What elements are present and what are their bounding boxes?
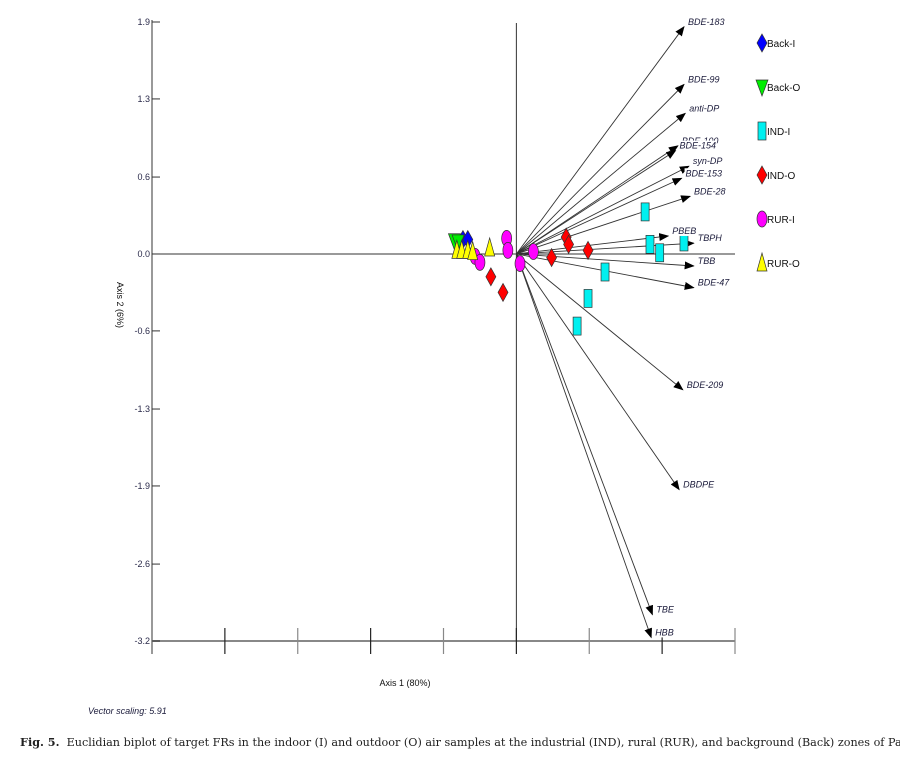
y-axis-title: Axis 2 (6%) (115, 282, 125, 328)
point-ind-i (600, 262, 610, 282)
figure-caption: Fig. 5. Euclidian biplot of target FRs i… (20, 735, 900, 749)
point-rur-i (502, 242, 514, 259)
point-ind-o (582, 240, 594, 261)
caption-text: Euclidian biplot of target FRs in the in… (66, 736, 900, 749)
vector-label-background (696, 277, 730, 288)
vector-label-background (682, 479, 711, 490)
vector-arrow-tbe (515, 253, 653, 616)
vector-label: anti-DP (689, 103, 719, 113)
vector-label: DBDPE (683, 480, 715, 490)
point-ind-o (485, 267, 497, 287)
vector-label: TBE (656, 605, 675, 615)
legend-label: RUR-I (767, 215, 795, 226)
vector-label-background (678, 140, 717, 151)
data-points (447, 202, 689, 336)
legend-marker-rur-i (756, 210, 768, 228)
point-rur-o (467, 240, 479, 260)
vector-label: BDE-153 (686, 168, 723, 178)
vector-arrow-hbb (515, 253, 652, 639)
y-tick-label: -1.3 (134, 404, 150, 414)
vector-label-background (685, 379, 725, 390)
vector-label: TBB (698, 256, 716, 266)
vector-arrow-bde-209 (516, 253, 684, 391)
y-tick-label: -0.6 (134, 326, 150, 336)
y-tick-label: -1.9 (134, 481, 150, 491)
vector-label-background (696, 233, 720, 244)
vector-label: TBPH (698, 233, 723, 243)
y-tick-label: 0.6 (137, 172, 150, 182)
vector-arrow-tbph (516, 239, 695, 255)
vector-arrow-tbb (516, 253, 695, 270)
vector-arrow-anti-dp (516, 112, 686, 255)
vector-arrow-bde-100 (516, 145, 679, 255)
legend: Back-I Back-O IND-I IND-O RUR-I RUR-O (755, 33, 801, 272)
vectors (515, 26, 695, 639)
vector-label: BDE-99 (688, 75, 720, 85)
legend-label: Back-I (767, 39, 795, 50)
vector-arrow-bde-183 (516, 26, 685, 255)
vector-arrow-syn-dp (516, 165, 690, 255)
point-ind-i (640, 202, 650, 222)
legend-marker-back-o (755, 79, 769, 97)
vector-label-background (696, 255, 715, 266)
point-rur-o (484, 236, 496, 257)
legend-label: IND-O (767, 171, 796, 182)
y-tick-label: -2.6 (134, 559, 150, 569)
point-rur-i (528, 243, 539, 260)
vector-arrow-bde-153 (516, 177, 683, 255)
vector-labels: BDE-183BDE-99anti-DPBDE-100BDE-154syn-DP… (654, 16, 731, 638)
y-tick-label: -3.2 (134, 636, 150, 646)
vector-label-background (691, 156, 726, 167)
vector-label: BDE-47 (698, 278, 731, 288)
axes: 1.9 1.3 0.6 0.0 -0.6 -1.3 -1.9 -2.6 -3.2 (134, 17, 736, 654)
point-ind-i (583, 289, 593, 308)
point-ind-o (497, 282, 509, 303)
vector-label-background (686, 74, 721, 85)
legend-marker-rur-o (756, 251, 768, 272)
vector-label-background (688, 103, 727, 114)
vector-arrow-pbeb (516, 233, 670, 255)
y-tick-label: 1.3 (137, 94, 150, 104)
vector-label: BDE-154 (679, 141, 716, 151)
legend-marker-back-i (756, 33, 768, 53)
point-rur-i (514, 255, 526, 272)
point-ind-o (563, 234, 575, 255)
y-tick-label: 0.0 (137, 249, 150, 259)
y-tick-label: 1.9 (137, 17, 150, 27)
vector-label: BDE-183 (688, 17, 725, 27)
vector-arrow-bde-154 (516, 150, 677, 255)
vector-arrow-dbdpe (516, 253, 680, 491)
vector-label-background (654, 627, 672, 638)
vector-scaling-note: Vector scaling: 5.91 (88, 706, 167, 716)
vector-label: syn-DP (693, 156, 723, 166)
legend-label: RUR-O (767, 259, 800, 270)
legend-marker-ind-i (757, 121, 767, 141)
vector-label: BDE-209 (687, 380, 724, 390)
point-ind-i (655, 243, 665, 263)
point-ind-i (572, 316, 582, 336)
vector-label-background (686, 16, 726, 27)
x-axis-title: Axis 1 (80%) (379, 678, 430, 688)
point-ind-o (546, 247, 557, 268)
legend-marker-ind-o (756, 165, 768, 185)
vector-label: BDE-28 (694, 186, 726, 196)
vector-label-background (655, 604, 674, 615)
vector-label: PBEB (672, 226, 696, 236)
figure-label: Fig. 5. (20, 735, 60, 749)
vector-arrow-bde-99 (516, 83, 685, 255)
vector-label: HBB (655, 627, 674, 637)
legend-label: IND-I (767, 127, 790, 138)
legend-label: Back-O (767, 83, 801, 94)
vector-label-background (693, 186, 727, 197)
vector-label-background (671, 225, 694, 236)
vector-label-background (684, 168, 723, 179)
point-ind-i (645, 235, 655, 254)
biplot-chart: 1.9 1.3 0.6 0.0 -0.6 -1.3 -1.9 -2.6 -3.2 BDE-183… (115, 16, 801, 688)
vector-arrow-bde-28 (516, 195, 692, 255)
